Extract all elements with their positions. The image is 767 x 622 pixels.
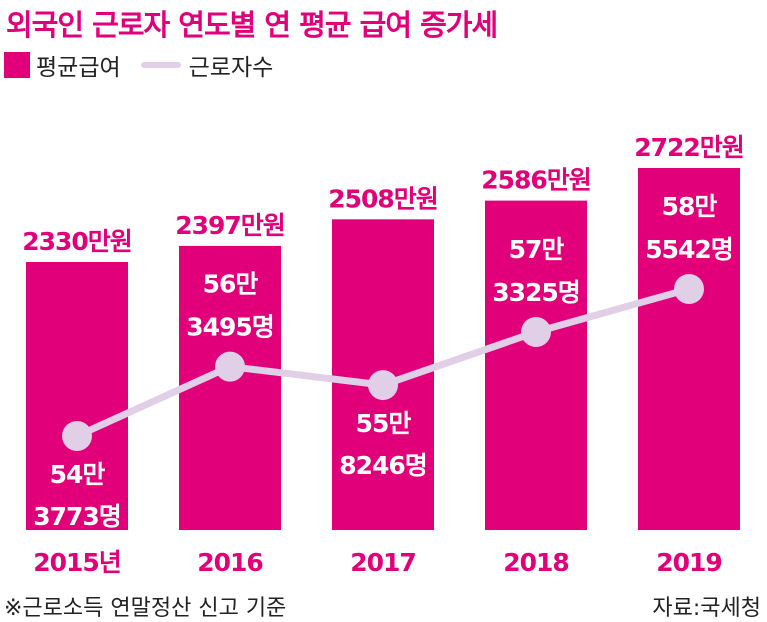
- line-label-top-2: 56만: [203, 270, 259, 299]
- line-label-bottom-1: 3773명: [33, 502, 121, 531]
- legend-swatch-line: [140, 62, 181, 68]
- legend-item-salary: 평균급여: [4, 48, 121, 82]
- x-tick-label-2: 2016: [197, 548, 263, 577]
- line-point-3: [368, 370, 398, 401]
- line-label-bottom-4: 3325명: [492, 278, 580, 307]
- bar-value-label-3: 2508만원: [328, 184, 438, 213]
- x-tick-label-4: 2018: [503, 548, 569, 577]
- legend-item-workers: 근로자수: [140, 48, 274, 82]
- bar-1: [26, 262, 128, 530]
- x-tick-label-3: 2017: [350, 548, 416, 577]
- line-label-bottom-3: 8246명: [339, 451, 427, 480]
- bar-5: [638, 168, 740, 530]
- line-point-5: [674, 274, 704, 304]
- line-point-2: [215, 351, 245, 382]
- source-note: 자료:국세청: [652, 596, 761, 621]
- bar-value-label-4: 2586만원: [481, 166, 591, 195]
- line-label-top-4: 57만: [509, 235, 565, 264]
- line-point-4: [521, 316, 551, 347]
- footnote: ※근로소득 연말정산 신고 기준: [4, 596, 287, 621]
- x-tick-label-5: 2019: [656, 548, 722, 577]
- line-label-top-5: 58만: [662, 192, 718, 221]
- legend-swatch-bar: [4, 52, 30, 78]
- line-label-bottom-2: 3495명: [186, 313, 274, 342]
- bar-value-label-2: 2397만원: [175, 211, 285, 240]
- bar-value-label-5: 2722만원: [634, 133, 744, 162]
- bar-value-label-1: 2330만원: [22, 227, 132, 256]
- line-label-top-3: 55만: [356, 409, 412, 438]
- legend-label-workers: 근로자수: [188, 55, 274, 81]
- legend-label-salary: 평균급여: [36, 55, 121, 81]
- line-point-1: [62, 421, 92, 451]
- bar-2: [179, 245, 281, 531]
- line-label-bottom-5: 5542명: [645, 235, 733, 264]
- legend: 평균급여 근로자수: [4, 48, 293, 82]
- line-label-top-1: 54만: [50, 460, 106, 489]
- bar-4: [485, 200, 587, 530]
- chart-title: 외국인 근로자 연도별 연 평균 급여 증가세: [6, 8, 498, 42]
- x-tick-label-1: 2015년: [33, 548, 121, 577]
